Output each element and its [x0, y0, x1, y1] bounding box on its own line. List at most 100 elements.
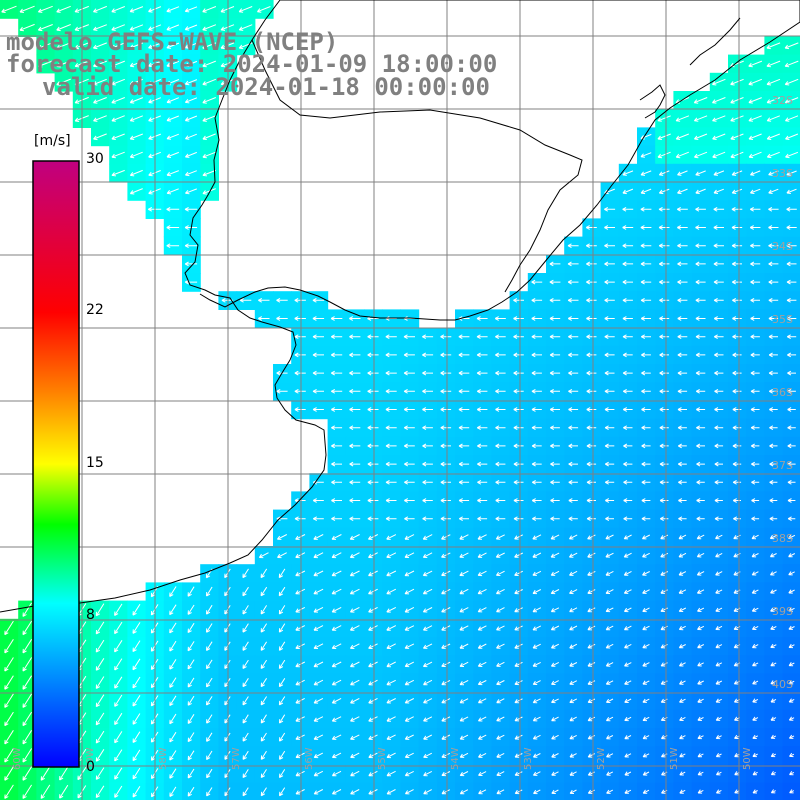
- wind-arrow: [587, 789, 595, 794]
- longitude-label: 56W: [304, 747, 315, 770]
- wind-arrow: [404, 534, 415, 540]
- wind-arrow: [789, 771, 795, 776]
- wind-arrow: [132, 658, 141, 671]
- wind-arrow: [132, 786, 141, 798]
- wind-arrow: [732, 297, 742, 303]
- wind-arrow: [169, 586, 177, 597]
- wind-arrow: [260, 696, 268, 706]
- wind-arrow: [496, 789, 505, 795]
- wind-arrow: [349, 570, 360, 577]
- wind-arrow: [750, 170, 761, 176]
- wind-arrow: [367, 516, 379, 522]
- valid-date: valid date: 2024-01-18 00:00:00: [42, 73, 490, 101]
- wind-arrow: [731, 206, 743, 212]
- wind-arrow: [478, 789, 487, 795]
- wind-arrow: [622, 334, 633, 340]
- wind-arrow: [768, 334, 778, 340]
- wind-arrow: [788, 553, 796, 558]
- wind-arrow: [769, 407, 778, 412]
- wind-arrow: [313, 679, 324, 686]
- wind-arrow: [751, 498, 760, 503]
- wind-arrow: [784, 60, 799, 68]
- wind-arrow: [642, 789, 650, 794]
- wind-arrow: [495, 461, 506, 467]
- wind-arrow: [4, 748, 14, 763]
- wind-arrow: [768, 206, 779, 212]
- inland-boundary: [689, 17, 741, 66]
- wind-arrow: [750, 352, 760, 358]
- wind-arrow: [678, 571, 687, 576]
- wind-arrow: [169, 750, 177, 761]
- wind-arrow: [206, 604, 213, 615]
- wind-arrow: [532, 698, 541, 704]
- wind-arrow: [532, 607, 542, 613]
- wind-arrow: [331, 606, 342, 613]
- wind-arrow: [386, 606, 397, 613]
- wind-arrow: [677, 243, 688, 249]
- wind-arrow: [713, 297, 724, 303]
- wind-arrow: [514, 570, 524, 576]
- latitude-label: 32S: [772, 94, 793, 107]
- wind-arrow: [386, 752, 396, 759]
- wind-arrow: [513, 479, 524, 485]
- wind-arrow: [531, 316, 543, 321]
- wind-arrow: [642, 571, 650, 576]
- wind-arrow: [368, 625, 378, 631]
- wind-arrow: [696, 552, 705, 558]
- wind-arrow: [132, 767, 141, 780]
- wind-arrow: [349, 661, 360, 668]
- wind-arrow: [169, 731, 177, 743]
- wind-arrow: [513, 388, 524, 394]
- wind-arrow: [714, 407, 724, 412]
- wind-arrow: [604, 370, 615, 376]
- wind-arrow: [606, 789, 614, 794]
- coastline-path: [0, 0, 800, 613]
- wind-arrow: [641, 352, 651, 358]
- wind-arrow: [550, 534, 560, 540]
- wind-arrow: [657, 151, 671, 159]
- wind-arrow: [532, 516, 542, 522]
- wind-arrow: [185, 188, 197, 195]
- wind-arrow: [166, 188, 179, 195]
- longitude-label: 51W: [669, 747, 680, 770]
- wind-arrow: [786, 188, 797, 194]
- wind-arrow: [368, 552, 378, 559]
- wind-arrow: [458, 498, 470, 503]
- wind-arrow: [642, 753, 650, 758]
- wind-arrow: [679, 716, 686, 721]
- wind-arrow: [459, 698, 469, 704]
- wind-arrow: [459, 661, 469, 667]
- wind-arrow: [751, 643, 759, 649]
- wind-arrow: [659, 370, 669, 376]
- wind-arrow: [206, 732, 213, 742]
- wind-arrow: [169, 695, 177, 707]
- wind-arrow: [242, 787, 249, 797]
- wind-arrow: [422, 388, 433, 394]
- wind-arrow: [477, 734, 487, 740]
- wind-arrow: [404, 770, 414, 777]
- wind-arrow: [477, 443, 488, 449]
- wind-arrow: [677, 388, 688, 394]
- wind-arrow: [675, 151, 689, 159]
- wind-arrow: [514, 771, 523, 776]
- wind-arrow: [313, 770, 324, 777]
- wind-arrow: [385, 407, 397, 412]
- coastline: [0, 0, 800, 613]
- wind-arrow: [694, 151, 708, 159]
- wind-arrow: [569, 680, 578, 685]
- wind-arrow: [586, 425, 597, 431]
- wind-arrow: [551, 716, 559, 722]
- wind-arrow: [752, 680, 759, 685]
- wind-arrow: [22, 639, 33, 654]
- wind-arrow: [459, 752, 469, 758]
- wind-arrow: [785, 133, 799, 140]
- wind-arrow: [422, 498, 433, 503]
- wind-arrow: [642, 735, 650, 740]
- wind-arrow: [441, 679, 451, 686]
- wind-arrow: [586, 498, 596, 503]
- wind-arrow: [659, 279, 670, 285]
- wind-arrow: [242, 769, 249, 779]
- colorbar-tick: 0: [86, 759, 95, 775]
- wind-arrow: [731, 279, 742, 285]
- wind-arrow: [202, 60, 216, 68]
